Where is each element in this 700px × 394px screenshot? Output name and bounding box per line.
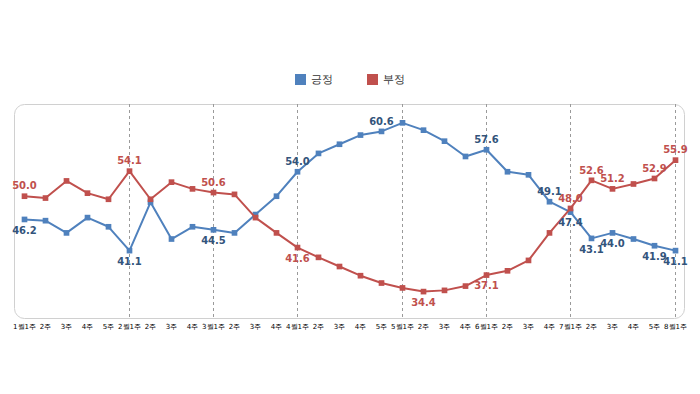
- svg-text:2주: 2주: [502, 323, 513, 331]
- svg-text:3주: 3주: [166, 323, 177, 331]
- svg-text:4주: 4주: [355, 323, 366, 331]
- svg-text:50.6: 50.6: [201, 177, 226, 188]
- svg-text:60.6: 60.6: [369, 116, 394, 127]
- svg-text:2주: 2주: [145, 323, 156, 331]
- svg-text:3주: 3주: [439, 323, 450, 331]
- svg-text:4주: 4주: [82, 323, 93, 331]
- svg-text:41.1: 41.1: [663, 256, 688, 267]
- svg-text:52.9: 52.9: [642, 163, 667, 174]
- svg-text:44.5: 44.5: [201, 235, 226, 246]
- svg-text:49.1: 49.1: [537, 185, 562, 197]
- svg-text:2주: 2주: [313, 323, 324, 331]
- svg-text:54.1: 54.1: [117, 155, 142, 166]
- svg-text:55.9: 55.9: [663, 144, 688, 155]
- svg-text:3주: 3주: [250, 323, 261, 331]
- svg-text:6월1주: 6월1주: [475, 323, 498, 331]
- svg-text:46.2: 46.2: [12, 225, 37, 236]
- svg-text:5월1주: 5월1주: [391, 323, 414, 331]
- svg-text:2월1주: 2월1주: [118, 323, 141, 331]
- svg-text:51.2: 51.2: [600, 173, 625, 184]
- svg-text:5주: 5주: [376, 323, 387, 331]
- svg-text:3주: 3주: [523, 323, 534, 331]
- svg-text:50.0: 50.0: [12, 180, 37, 191]
- svg-text:3주: 3주: [61, 323, 72, 331]
- svg-text:43.1: 43.1: [579, 243, 604, 255]
- svg-text:3주: 3주: [334, 323, 345, 331]
- svg-text:52.6: 52.6: [579, 164, 604, 176]
- svg-text:41.1: 41.1: [117, 256, 142, 267]
- svg-text:8월1주: 8월1주: [664, 323, 687, 331]
- svg-text:2주: 2주: [40, 323, 51, 331]
- html-text:긍정: 긍정: [311, 73, 333, 86]
- svg-text:3월1주: 3월1주: [202, 323, 225, 331]
- svg-text:4월1주: 4월1주: [286, 323, 309, 331]
- svg-text:47.4: 47.4: [558, 217, 583, 228]
- svg-text:2주: 2주: [586, 323, 597, 331]
- svg-text:44.0: 44.0: [600, 238, 625, 249]
- svg-text:48.0: 48.0: [558, 193, 583, 204]
- svg-text:5주: 5주: [649, 323, 660, 331]
- svg-text:41.6: 41.6: [285, 253, 310, 264]
- svg-text:2주: 2주: [418, 323, 429, 331]
- svg-text:37.1: 37.1: [474, 280, 499, 291]
- svg-text:7월1주: 7월1주: [559, 323, 582, 331]
- svg-text:57.6: 57.6: [474, 134, 499, 145]
- svg-text:1월1주: 1월1주: [13, 323, 36, 331]
- svg-text:34.4: 34.4: [411, 297, 436, 308]
- svg-text:2주: 2주: [229, 323, 240, 331]
- svg-text:4주: 4주: [271, 323, 282, 331]
- html-text:부정: 부정: [383, 73, 405, 86]
- svg-text:4주: 4주: [544, 323, 555, 331]
- svg-text:4주: 4주: [628, 323, 639, 331]
- svg-text:54.0: 54.0: [285, 156, 310, 167]
- svg-text:4주: 4주: [187, 323, 198, 331]
- svg-text:5주: 5주: [103, 323, 114, 331]
- svg-text:4주: 4주: [460, 323, 471, 331]
- svg-text:3주: 3주: [607, 323, 618, 331]
- svg-text:41.9: 41.9: [642, 250, 667, 262]
